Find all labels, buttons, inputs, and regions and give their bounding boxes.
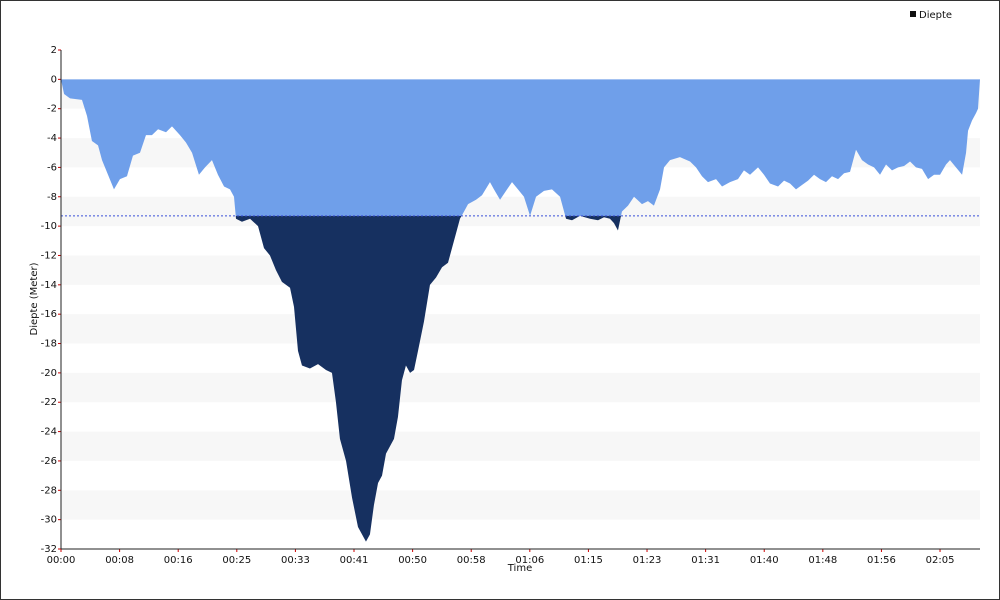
y-tick-label: -24 [41,427,57,438]
x-tick-label: 00:58 [457,555,486,566]
x-tick-label: 00:08 [105,555,134,566]
x-tick-label: 00:41 [340,555,369,566]
y-tick-label: -12 [41,250,57,261]
y-tick-label: -16 [41,309,57,320]
grid-band [61,490,980,520]
grid-band [61,255,980,285]
x-tick-label: 02:05 [926,555,955,566]
y-tick-label: -6 [47,162,57,173]
y-tick-label: -20 [41,368,57,379]
x-tick-label: 00:33 [281,555,310,566]
x-tick-label: 00:16 [164,555,193,566]
y-tick-label: -22 [41,397,57,408]
y-tick-label: -28 [41,485,57,496]
plot [61,79,980,542]
y-tick-label: -2 [47,104,57,115]
area-above [61,79,980,216]
grid-band [61,314,980,344]
y-tick-label: 2 [51,45,57,56]
y-tick-label: -26 [41,456,57,467]
grid-band [61,372,980,403]
grid-band [61,196,980,227]
x-tick-label: 00:00 [47,555,76,566]
y-axis-label: Diepte (Meter) [29,262,40,335]
x-tick-label: 01:40 [750,555,779,566]
y-tick-label: -30 [41,515,57,526]
legend-swatch [910,11,916,17]
x-tick-label: 01:48 [808,555,837,566]
x-tick-label: 00:25 [222,555,251,566]
y-tick-label: -18 [41,339,57,350]
y-tick-label: -8 [47,192,57,203]
x-tick-label: 00:50 [398,555,427,566]
legend-label: Diepte [919,10,952,21]
axes: 2 0 -2 -4 -6 -8 -10 -12 -14 -16 -18 -20 -22 -24 -26 -28… [41,45,980,566]
x-tick-label: 01:23 [633,555,662,566]
y-tick-label: -32 [41,544,57,555]
x-tick-label: 01:15 [574,555,603,566]
y-tick-label: -4 [47,133,57,144]
y-tick-label: -14 [41,280,57,291]
area-below [235,215,622,542]
x-tick-label: 01:56 [867,555,896,566]
x-tick-label: 01:31 [691,555,720,566]
x-tick-label: 01:06 [515,555,544,566]
x-axis-label: Time [507,563,532,574]
y-tick-label: -10 [41,221,57,232]
y-tick-label: 0 [51,74,57,85]
grid-band [61,431,980,461]
